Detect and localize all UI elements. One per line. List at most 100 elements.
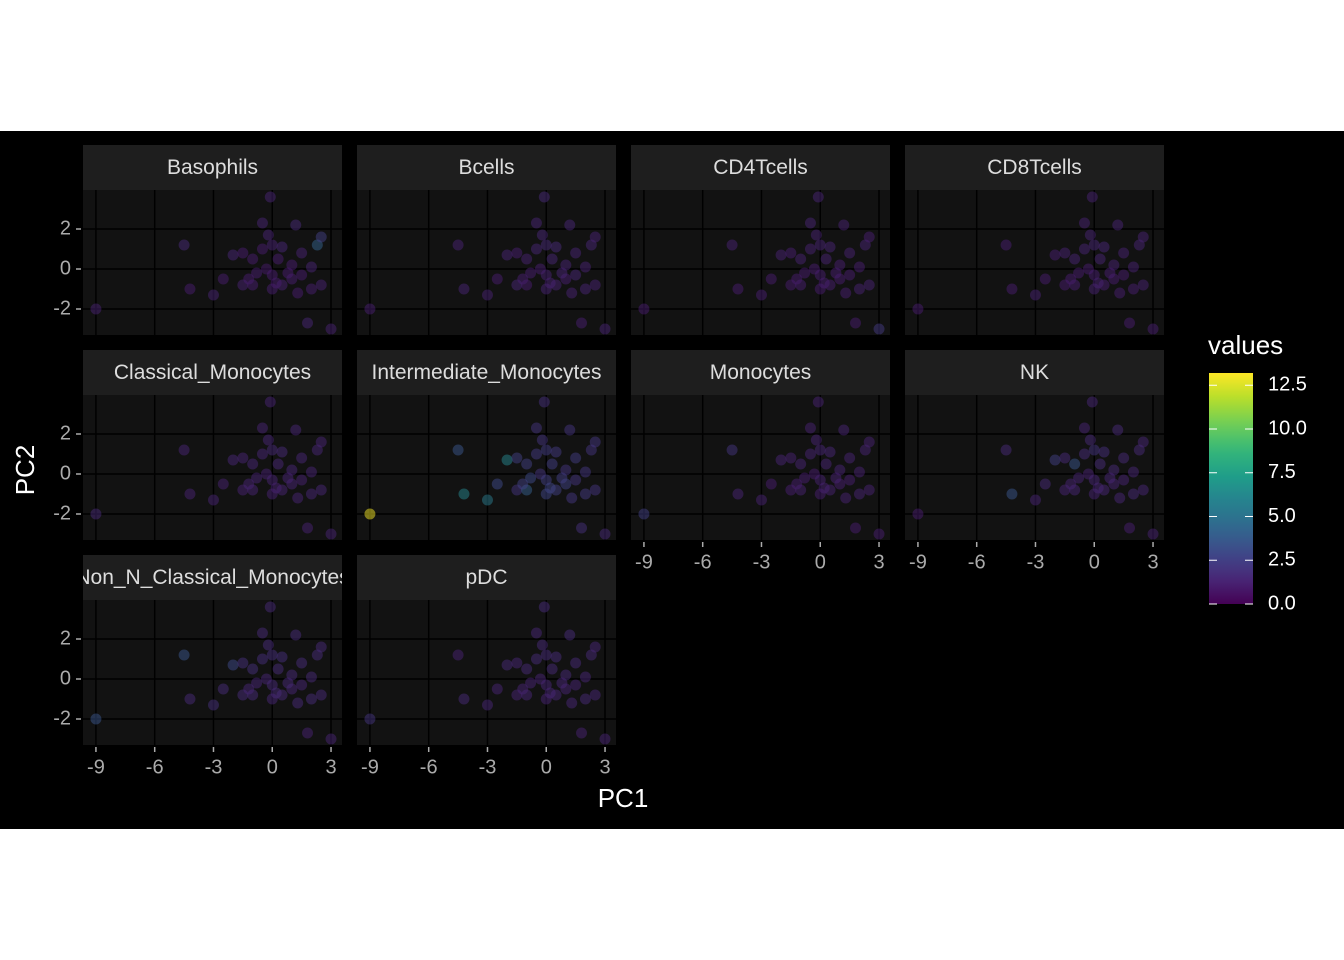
point — [207, 699, 219, 711]
point — [262, 229, 274, 241]
x-tick-label: -9 — [87, 756, 105, 778]
point — [863, 279, 875, 291]
legend-title: values — [1208, 330, 1283, 360]
point — [1049, 249, 1061, 261]
point — [566, 697, 578, 709]
point — [570, 474, 582, 486]
point — [530, 217, 542, 229]
point — [589, 279, 601, 291]
point — [873, 323, 885, 335]
point — [296, 269, 308, 281]
point — [579, 466, 591, 478]
y-tick-label: -2 — [53, 502, 71, 524]
point — [1137, 484, 1149, 496]
point — [364, 303, 376, 315]
point — [517, 273, 529, 285]
point — [863, 484, 875, 496]
panel-title: Monocytes — [710, 361, 812, 384]
point — [579, 693, 591, 705]
point — [824, 241, 836, 253]
colorbar-tick-label: 2.5 — [1268, 549, 1296, 571]
y-tick-label: -2 — [53, 707, 71, 729]
point — [247, 253, 259, 265]
point — [564, 219, 576, 231]
point — [501, 454, 513, 466]
point — [530, 627, 542, 639]
point — [517, 683, 529, 695]
point — [1114, 492, 1126, 504]
colorbar-tick-label: 10.0 — [1268, 417, 1307, 439]
point — [305, 283, 317, 295]
point — [799, 472, 811, 484]
point — [325, 528, 337, 540]
point — [290, 424, 302, 436]
point — [1039, 273, 1051, 285]
point — [227, 659, 239, 671]
point — [579, 261, 591, 273]
point — [576, 522, 588, 534]
y-tick-label: 2 — [60, 217, 71, 239]
point — [302, 317, 314, 329]
x-tick-label: -9 — [635, 551, 653, 573]
strip — [905, 350, 1164, 395]
point — [599, 323, 611, 335]
point — [850, 317, 862, 329]
point — [217, 478, 229, 490]
strip — [357, 555, 616, 600]
x-tick-label: -6 — [146, 756, 164, 778]
point — [458, 283, 470, 295]
point — [863, 436, 875, 448]
point — [256, 422, 268, 434]
point — [501, 659, 513, 671]
point — [305, 671, 317, 683]
point — [556, 267, 568, 279]
point — [1104, 267, 1116, 279]
point — [726, 444, 738, 456]
strip — [631, 145, 890, 190]
point — [799, 267, 811, 279]
point — [1118, 269, 1130, 281]
point — [1059, 247, 1071, 259]
x-axis-label: PC1 — [598, 783, 649, 813]
point — [853, 488, 865, 500]
point — [305, 466, 317, 478]
point — [1104, 472, 1116, 484]
point — [1127, 488, 1139, 500]
point — [540, 649, 552, 661]
point — [579, 671, 591, 683]
point — [1094, 458, 1106, 470]
point — [305, 693, 317, 705]
point — [243, 478, 255, 490]
point — [570, 247, 582, 259]
point — [566, 492, 578, 504]
point — [812, 396, 824, 408]
point — [1137, 231, 1149, 243]
point — [90, 508, 102, 520]
point — [589, 689, 601, 701]
point — [1137, 436, 1149, 448]
point — [1039, 478, 1051, 490]
point — [1118, 474, 1130, 486]
x-tick-label: 0 — [541, 756, 552, 778]
point — [544, 687, 556, 699]
x-tick-label: -6 — [420, 756, 438, 778]
point — [530, 653, 542, 665]
point — [804, 422, 816, 434]
point — [830, 472, 842, 484]
point — [1124, 522, 1136, 534]
point — [853, 283, 865, 295]
point — [1084, 229, 1096, 241]
point — [325, 323, 337, 335]
point — [579, 283, 591, 295]
point — [325, 733, 337, 745]
point — [315, 279, 327, 291]
point — [755, 289, 767, 301]
point — [481, 699, 493, 711]
point — [873, 528, 885, 540]
point — [290, 629, 302, 641]
point — [812, 191, 824, 203]
x-tick-label: -6 — [694, 551, 712, 573]
point — [570, 679, 582, 691]
panel-title: CD8Tcells — [987, 156, 1082, 179]
point — [589, 484, 601, 496]
